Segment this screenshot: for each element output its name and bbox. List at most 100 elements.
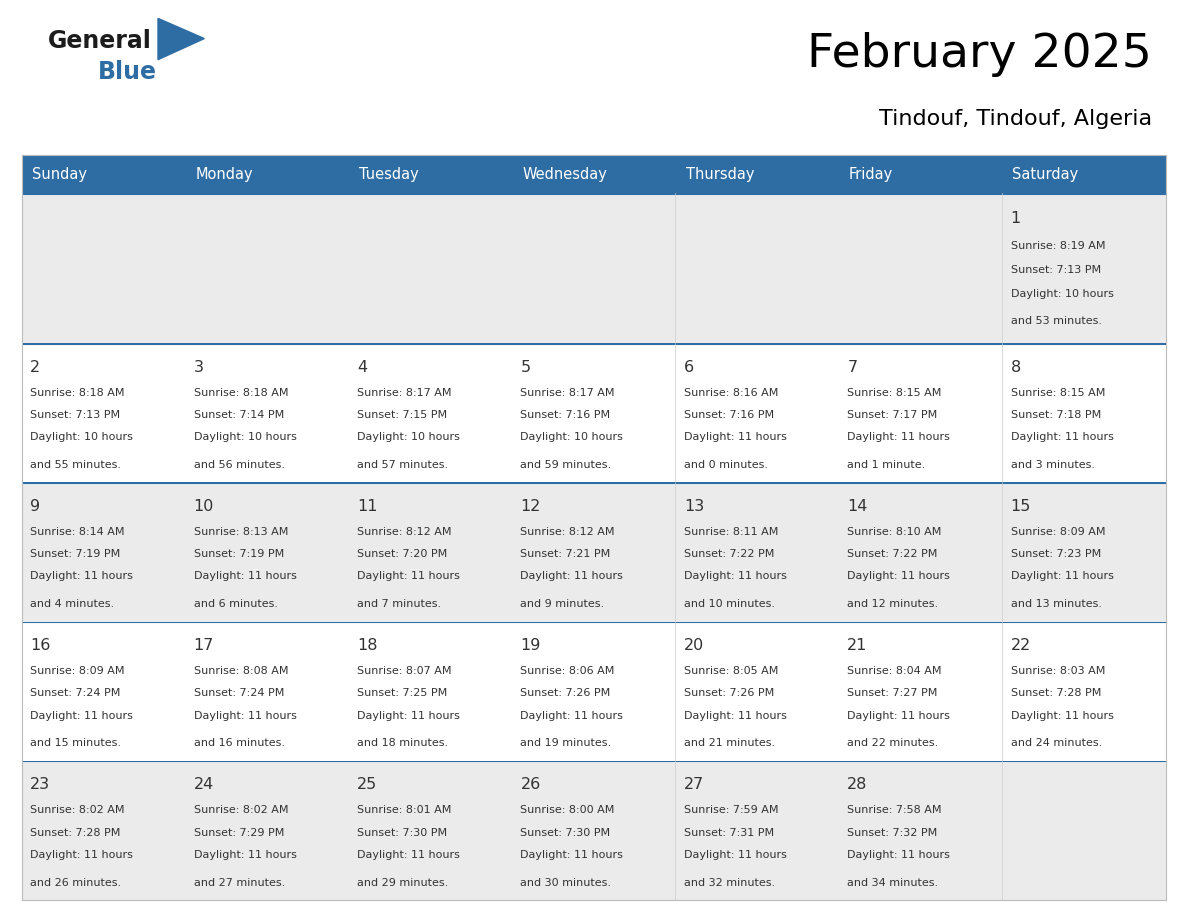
Text: Daylight: 11 hours: Daylight: 11 hours — [847, 571, 950, 581]
Text: Sunrise: 8:16 AM: Sunrise: 8:16 AM — [684, 387, 778, 397]
Text: Sunrise: 8:15 AM: Sunrise: 8:15 AM — [847, 387, 942, 397]
Text: Sunset: 7:23 PM: Sunset: 7:23 PM — [1011, 549, 1101, 559]
Text: 26: 26 — [520, 778, 541, 792]
Text: Sunset: 7:30 PM: Sunset: 7:30 PM — [358, 828, 447, 837]
FancyBboxPatch shape — [185, 155, 349, 193]
Text: Sunrise: 8:02 AM: Sunrise: 8:02 AM — [30, 805, 125, 815]
Text: Sunset: 7:24 PM: Sunset: 7:24 PM — [30, 688, 120, 699]
Text: Daylight: 11 hours: Daylight: 11 hours — [520, 850, 624, 860]
Text: General: General — [48, 29, 151, 53]
Text: Sunrise: 8:05 AM: Sunrise: 8:05 AM — [684, 666, 778, 676]
FancyBboxPatch shape — [676, 482, 839, 621]
Text: Blue: Blue — [97, 61, 157, 84]
Text: Daylight: 10 hours: Daylight: 10 hours — [1011, 289, 1113, 299]
Text: 28: 28 — [847, 778, 867, 792]
Text: Sunrise: 8:03 AM: Sunrise: 8:03 AM — [1011, 666, 1105, 676]
Text: Daylight: 11 hours: Daylight: 11 hours — [358, 571, 460, 581]
Text: Sunset: 7:13 PM: Sunset: 7:13 PM — [1011, 265, 1101, 275]
Text: February 2025: February 2025 — [808, 32, 1152, 77]
Text: Sunrise: 8:15 AM: Sunrise: 8:15 AM — [1011, 387, 1105, 397]
Text: and 27 minutes.: and 27 minutes. — [194, 878, 285, 888]
FancyBboxPatch shape — [1003, 621, 1165, 761]
Text: Daylight: 11 hours: Daylight: 11 hours — [1011, 432, 1113, 442]
Text: and 12 minutes.: and 12 minutes. — [847, 599, 939, 610]
Text: and 19 minutes.: and 19 minutes. — [520, 738, 612, 748]
Text: 4: 4 — [358, 360, 367, 375]
Text: Sunset: 7:16 PM: Sunset: 7:16 PM — [684, 409, 775, 420]
Text: and 4 minutes.: and 4 minutes. — [30, 599, 114, 610]
FancyBboxPatch shape — [676, 761, 839, 900]
Text: 20: 20 — [684, 638, 704, 654]
Text: 14: 14 — [847, 499, 867, 514]
Text: and 56 minutes.: and 56 minutes. — [194, 460, 285, 470]
FancyBboxPatch shape — [349, 621, 512, 761]
Text: and 59 minutes.: and 59 minutes. — [520, 460, 612, 470]
FancyBboxPatch shape — [349, 482, 512, 621]
Text: Sunrise: 8:18 AM: Sunrise: 8:18 AM — [194, 387, 289, 397]
Text: 6: 6 — [684, 360, 694, 375]
Text: 3: 3 — [194, 360, 203, 375]
FancyBboxPatch shape — [23, 761, 185, 900]
FancyBboxPatch shape — [185, 482, 349, 621]
Text: 5: 5 — [520, 360, 531, 375]
Text: Sunset: 7:22 PM: Sunset: 7:22 PM — [684, 549, 775, 559]
FancyBboxPatch shape — [23, 155, 185, 193]
FancyBboxPatch shape — [1003, 761, 1165, 900]
Text: Sunrise: 8:18 AM: Sunrise: 8:18 AM — [30, 387, 125, 397]
Text: Sunset: 7:25 PM: Sunset: 7:25 PM — [358, 688, 447, 699]
FancyBboxPatch shape — [676, 155, 839, 193]
Text: Daylight: 11 hours: Daylight: 11 hours — [847, 432, 950, 442]
Text: Sunrise: 8:17 AM: Sunrise: 8:17 AM — [520, 387, 615, 397]
Text: Daylight: 11 hours: Daylight: 11 hours — [1011, 711, 1113, 721]
Text: Sunrise: 8:11 AM: Sunrise: 8:11 AM — [684, 527, 778, 537]
Text: 16: 16 — [30, 638, 51, 654]
FancyBboxPatch shape — [512, 482, 676, 621]
Text: Daylight: 11 hours: Daylight: 11 hours — [358, 850, 460, 860]
Text: Sunrise: 8:07 AM: Sunrise: 8:07 AM — [358, 666, 451, 676]
Text: Daylight: 11 hours: Daylight: 11 hours — [358, 711, 460, 721]
FancyBboxPatch shape — [839, 761, 1003, 900]
Text: Sunset: 7:22 PM: Sunset: 7:22 PM — [847, 549, 937, 559]
FancyBboxPatch shape — [512, 761, 676, 900]
Text: 2: 2 — [30, 360, 40, 375]
Text: Sunrise: 7:58 AM: Sunrise: 7:58 AM — [847, 805, 942, 815]
Text: Sunset: 7:14 PM: Sunset: 7:14 PM — [194, 409, 284, 420]
Text: and 18 minutes.: and 18 minutes. — [358, 738, 448, 748]
Text: and 16 minutes.: and 16 minutes. — [194, 738, 285, 748]
Text: Sunset: 7:32 PM: Sunset: 7:32 PM — [847, 828, 937, 837]
Text: Daylight: 11 hours: Daylight: 11 hours — [520, 711, 624, 721]
FancyBboxPatch shape — [1003, 193, 1165, 343]
Text: 22: 22 — [1011, 638, 1031, 654]
Text: Friday: Friday — [849, 166, 893, 182]
Text: Daylight: 11 hours: Daylight: 11 hours — [684, 711, 786, 721]
Text: 17: 17 — [194, 638, 214, 654]
Text: and 30 minutes.: and 30 minutes. — [520, 878, 612, 888]
Text: and 21 minutes.: and 21 minutes. — [684, 738, 775, 748]
Text: and 6 minutes.: and 6 minutes. — [194, 599, 278, 610]
Text: Daylight: 11 hours: Daylight: 11 hours — [684, 571, 786, 581]
Text: Daylight: 11 hours: Daylight: 11 hours — [684, 432, 786, 442]
Text: Daylight: 11 hours: Daylight: 11 hours — [30, 711, 133, 721]
Text: Sunrise: 8:02 AM: Sunrise: 8:02 AM — [194, 805, 289, 815]
Text: and 55 minutes.: and 55 minutes. — [30, 460, 121, 470]
Text: Wednesday: Wednesday — [522, 166, 607, 182]
FancyBboxPatch shape — [839, 155, 1003, 193]
Text: Sunset: 7:15 PM: Sunset: 7:15 PM — [358, 409, 447, 420]
Text: Daylight: 11 hours: Daylight: 11 hours — [194, 850, 297, 860]
Text: Daylight: 10 hours: Daylight: 10 hours — [194, 432, 297, 442]
Text: and 34 minutes.: and 34 minutes. — [847, 878, 939, 888]
FancyBboxPatch shape — [1003, 343, 1165, 482]
Text: Sunset: 7:30 PM: Sunset: 7:30 PM — [520, 828, 611, 837]
Text: Sunset: 7:19 PM: Sunset: 7:19 PM — [30, 549, 120, 559]
Text: 9: 9 — [30, 499, 40, 514]
Text: Sunset: 7:20 PM: Sunset: 7:20 PM — [358, 549, 447, 559]
Text: 13: 13 — [684, 499, 704, 514]
Text: Saturday: Saturday — [1012, 166, 1079, 182]
FancyBboxPatch shape — [839, 621, 1003, 761]
Text: and 29 minutes.: and 29 minutes. — [358, 878, 448, 888]
FancyBboxPatch shape — [512, 343, 676, 482]
Text: 18: 18 — [358, 638, 378, 654]
Text: Sunset: 7:29 PM: Sunset: 7:29 PM — [194, 828, 284, 837]
Text: 12: 12 — [520, 499, 541, 514]
Text: Daylight: 11 hours: Daylight: 11 hours — [194, 711, 297, 721]
